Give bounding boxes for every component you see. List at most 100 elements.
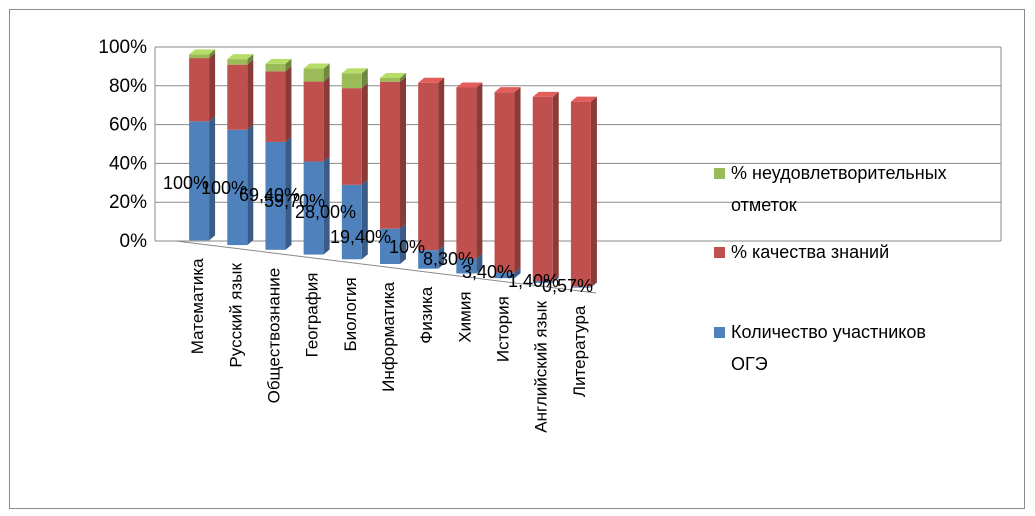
bar-side [590,281,597,288]
bar [227,64,248,130]
category-label: География [303,273,322,358]
bar-side [285,58,292,72]
bar [380,228,400,264]
bar [456,87,477,259]
bar-side [438,245,445,269]
category-label: Биология [341,277,360,351]
bar-side [552,91,559,282]
legend-swatch [714,168,725,179]
bar-side [285,66,292,142]
category-label: Физика [417,286,436,344]
bar-side [247,54,254,65]
bar [265,141,286,250]
category-label: Русский язык [226,263,245,368]
bar-side [323,76,330,162]
bar-side [400,76,406,229]
bar [570,286,591,288]
bar-side [476,253,483,274]
x-axis-line [175,240,597,294]
legend-swatch [714,247,725,258]
data-label: 59,70% [264,191,325,211]
bar [494,92,515,273]
bar [227,129,248,246]
bar [494,272,515,279]
category-label: Химия [455,291,474,342]
bar-top [418,77,445,83]
bar-side [247,59,254,130]
bar [265,63,286,72]
bar [380,78,400,82]
data-label: 69,40% [239,185,300,205]
bar-top [456,82,483,88]
bar [189,58,210,122]
y-tick-label: 100% [98,37,147,58]
legend-label: ОГЭ [731,354,768,374]
bar [303,68,324,82]
bar [341,88,362,185]
bar [532,96,553,282]
data-label: 0,57% [542,276,593,296]
data-label: 10% [389,237,425,257]
bar [303,81,324,162]
bar [341,73,362,89]
bar-side [323,63,330,82]
data-label: 19,40% [330,227,391,247]
data-label: 1,40% [508,271,559,291]
bar-top [227,54,254,60]
bar-top [532,91,559,97]
bar-side [247,124,254,246]
bar-top [189,49,216,55]
category-label: Информатика [379,281,398,391]
bar-top [265,58,292,64]
category-label: Математика [188,258,207,354]
bar-side [552,276,559,283]
bar [227,59,248,65]
bar-side [323,156,330,255]
legend-label: отметок [731,195,797,215]
bar [265,71,286,142]
bar-side [209,49,216,59]
bar [189,54,210,59]
bar-top [380,73,406,78]
bar-side [476,82,483,259]
bar-side [285,136,292,250]
bar-side [209,53,216,122]
y-tick-label: 60% [109,115,147,136]
bar-side [514,267,521,279]
category-label: Обществознание [264,268,283,404]
bar-side [590,96,597,287]
bar [456,258,477,274]
bar-side [438,77,445,251]
y-tick-label: 0% [120,231,148,252]
legend-swatch [714,327,725,338]
bar-side [514,87,521,273]
bar-top [570,96,597,102]
category-label: Английский язык [532,300,551,432]
bar [341,184,362,260]
bar-side [361,68,368,89]
bar [570,101,591,287]
bar-top [494,87,521,93]
bar-side [400,73,406,82]
y-tick-label: 40% [109,153,147,174]
data-label: 100% [163,173,209,193]
data-label: 100% [201,178,247,198]
y-tick-label: 80% [109,76,147,97]
bar-top [341,68,368,74]
data-label: 8,30% [423,249,474,269]
data-label: 3,40% [462,262,513,282]
bar [418,250,439,269]
category-label: История [494,296,513,362]
bar [303,161,324,255]
bar [532,281,553,283]
y-tick-label: 20% [109,192,147,213]
bar-side [400,223,406,264]
bar-top [303,63,330,69]
bar-side [361,179,368,260]
bar-side [361,83,368,185]
legend-label: % неудовлетворительных [731,163,947,183]
bar [380,81,400,229]
bar [189,121,210,241]
bar-side [209,116,216,241]
